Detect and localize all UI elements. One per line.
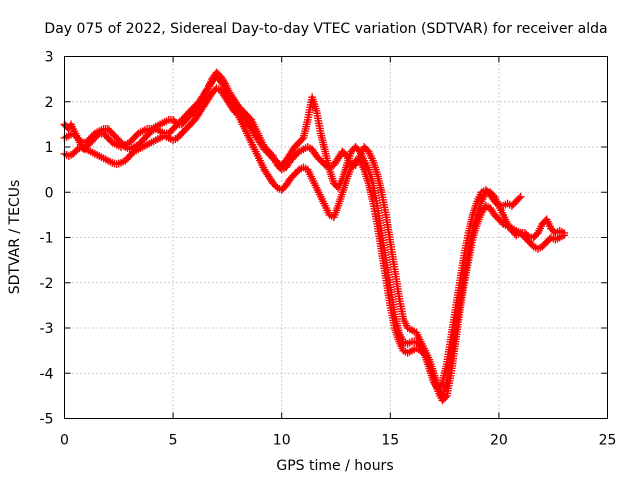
x-axis-label: GPS time / hours <box>276 458 393 474</box>
y-tick-label: 0 <box>45 185 54 201</box>
y-tick-label: -1 <box>40 231 54 247</box>
grid <box>64 56 608 419</box>
axis-ticks: 0 5 10 15 20 25 -5 -4 -3 -2 -1 0 1 2 3 <box>40 50 617 449</box>
y-tick-label: -3 <box>40 321 54 337</box>
x-tick-label: 25 <box>599 433 617 449</box>
x-tick-label: 0 <box>60 433 69 449</box>
x-tick-label: 5 <box>169 433 178 449</box>
y-tick-label: -5 <box>40 412 54 428</box>
y-tick-label: 1 <box>45 140 54 156</box>
x-tick-label: 15 <box>381 433 399 449</box>
x-tick-label: 10 <box>273 433 291 449</box>
data-marks <box>60 68 568 405</box>
plot-frame <box>64 56 608 419</box>
y-tick-label: -2 <box>40 276 54 292</box>
data-point <box>560 231 568 240</box>
y-axis-label: SDTVAR / TECUs <box>7 180 23 295</box>
data-series-2 <box>60 72 525 393</box>
x-tick-label: 20 <box>490 433 508 449</box>
y-tick-label: 2 <box>45 95 54 111</box>
data-point <box>516 192 525 201</box>
y-tick-label: -4 <box>40 366 54 382</box>
y-tick-label: 3 <box>45 50 54 66</box>
chart-title: Day 075 of 2022, Sidereal Day-to-day VTE… <box>44 21 607 37</box>
